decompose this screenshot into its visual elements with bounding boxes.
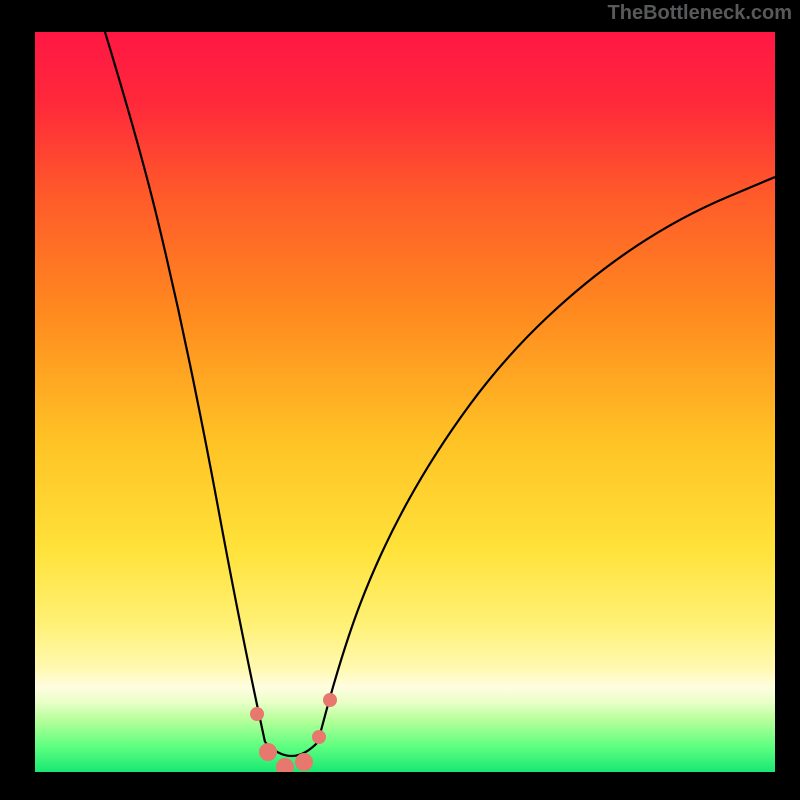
- watermark-text: TheBottleneck.com: [608, 2, 792, 25]
- marker-dot: [323, 693, 337, 707]
- chart-svg: [0, 0, 800, 800]
- marker-dot: [259, 743, 277, 761]
- marker-dot: [312, 730, 326, 744]
- bottleneck-chart: TheBottleneck.com: [0, 0, 800, 800]
- marker-dot: [295, 753, 313, 771]
- plot-area: [35, 32, 775, 772]
- marker-dot: [250, 707, 264, 721]
